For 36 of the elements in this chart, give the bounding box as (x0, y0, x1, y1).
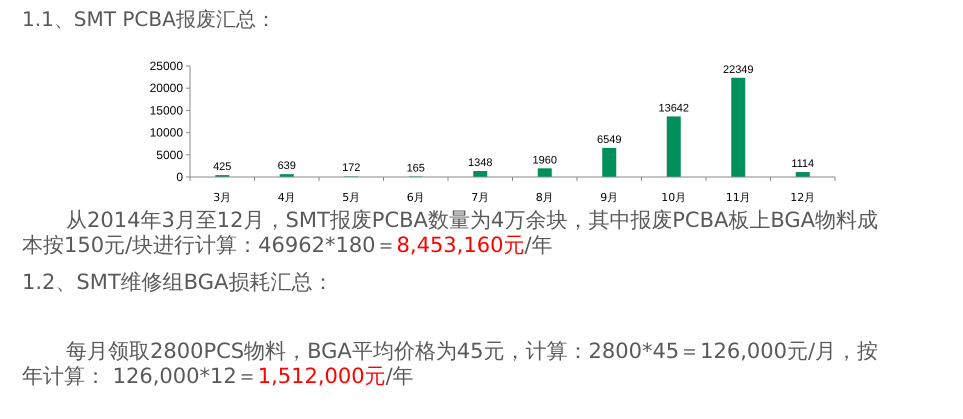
data-label: 1114 (791, 158, 814, 170)
x-tick-label: 11月 (726, 191, 751, 204)
x-tick-label: 4月 (278, 191, 296, 204)
y-tick-label: 0 (176, 170, 184, 184)
y-tick-label: 5000 (156, 148, 184, 162)
text: /年 (524, 233, 553, 257)
x-tick-label: 3月 (213, 191, 232, 204)
chart-title: 1.1、SMT PCBA报废汇总： (22, 6, 276, 33)
data-label: 1960 (532, 154, 557, 166)
data-label: 13642 (658, 102, 690, 114)
data-label: 639 (278, 160, 296, 172)
x-tick-label: 8月 (536, 191, 554, 204)
data-label: 165 (406, 162, 425, 174)
text: /年 (386, 364, 414, 388)
text: 从2014年3月至12月，SMT报废PCBA数量为4万余块，其中报废PCBA板上BGA物料成 (66, 208, 878, 232)
text: 年计算： 126,000*12＝ (22, 364, 258, 388)
y-tick-label: 25000 (150, 59, 184, 73)
x-tick-label: 9月 (600, 191, 618, 204)
text: 本按150元/块进行计算：46962*180＝ (22, 233, 397, 257)
data-label: 1348 (468, 157, 492, 170)
data-label: 172 (342, 162, 360, 174)
x-tick-label: 6月 (406, 191, 425, 204)
x-tick-label: 10月 (661, 191, 686, 204)
data-label: 425 (213, 161, 232, 174)
x-tick-label: 5月 (342, 191, 360, 204)
y-tick-label: 15000 (150, 103, 184, 118)
text: 1.2、SMT维修组BGA损耗汇总： (22, 270, 334, 294)
data-label: 6549 (597, 134, 622, 146)
data-label: 22349 (722, 64, 754, 76)
text: 8,453,160元 (396, 233, 524, 257)
text: 每月领取2800PCS物料，BGA平均价格为45元，计算：2800*45＝126,000元/月，按 (66, 339, 878, 363)
x-tick-label: 7月 (471, 191, 490, 204)
y-tick-label: 20000 (150, 81, 184, 96)
x-tick-label: 12月 (790, 191, 816, 204)
text: 1,512,000元 (258, 364, 386, 388)
y-tick-label: 10000 (150, 126, 184, 140)
